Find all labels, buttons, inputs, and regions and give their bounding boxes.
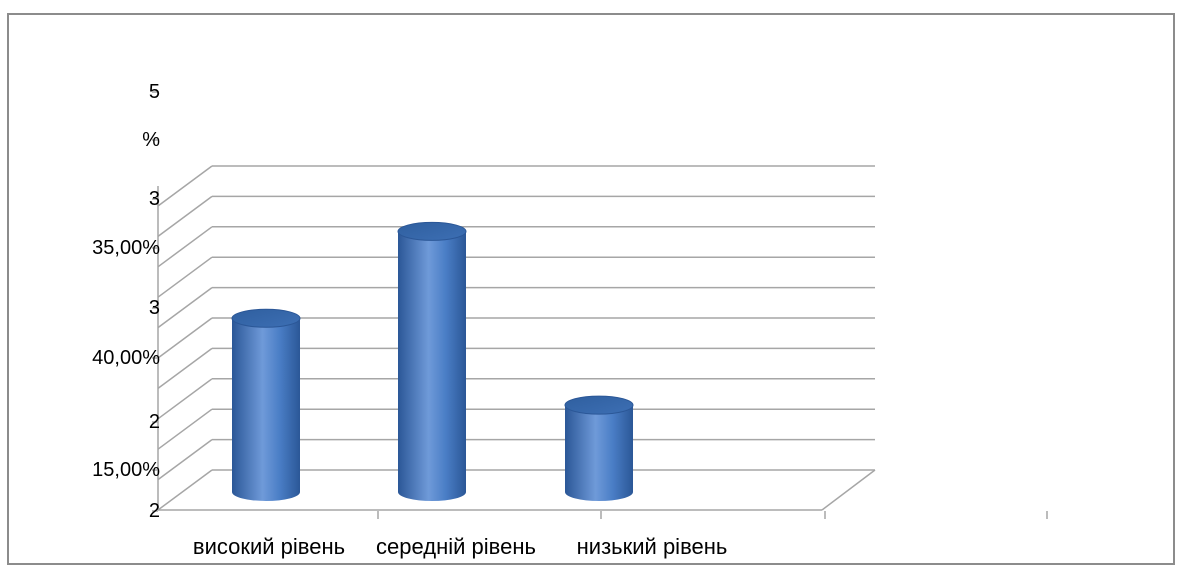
y-tick-label: 2 <box>149 500 160 522</box>
y-tick-label: % <box>142 129 160 151</box>
bar-body <box>232 318 300 501</box>
x-category-label: низький рівень <box>577 534 728 559</box>
y-tick-label: 35,00% <box>92 237 160 259</box>
y-tick-label: 3 <box>149 297 160 319</box>
side-wall-gridline <box>157 347 213 390</box>
side-wall-gridline <box>157 195 213 238</box>
bar-body <box>398 231 466 501</box>
bar-top <box>564 395 634 415</box>
y-tick-label: 40,00% <box>92 347 160 369</box>
side-wall-gridline <box>157 378 213 420</box>
side-wall-gridline <box>157 226 213 268</box>
chart-border <box>7 13 1175 565</box>
y-tick-label: 3 <box>149 188 160 210</box>
bar <box>564 395 634 501</box>
y-tick-label: 15,00% <box>92 459 160 481</box>
bar-top <box>231 308 301 328</box>
y-tick-label: 2 <box>149 411 160 433</box>
bar <box>397 221 467 501</box>
y-tick-label: 5 <box>149 81 160 103</box>
side-wall-gridline <box>157 317 213 359</box>
side-wall-gridline <box>157 256 213 298</box>
side-wall-gridline <box>157 165 213 207</box>
side-wall-gridline <box>157 438 213 481</box>
bar-body <box>565 405 633 501</box>
x-category-label: високий рівень <box>193 534 345 559</box>
side-wall-gridline <box>157 469 213 511</box>
bar-top <box>397 221 467 241</box>
side-wall-gridline <box>157 408 213 450</box>
side-wall-gridline <box>157 286 213 329</box>
floor-edge <box>821 469 876 511</box>
bar <box>231 308 301 501</box>
x-category-label: середній рівень <box>376 534 536 559</box>
